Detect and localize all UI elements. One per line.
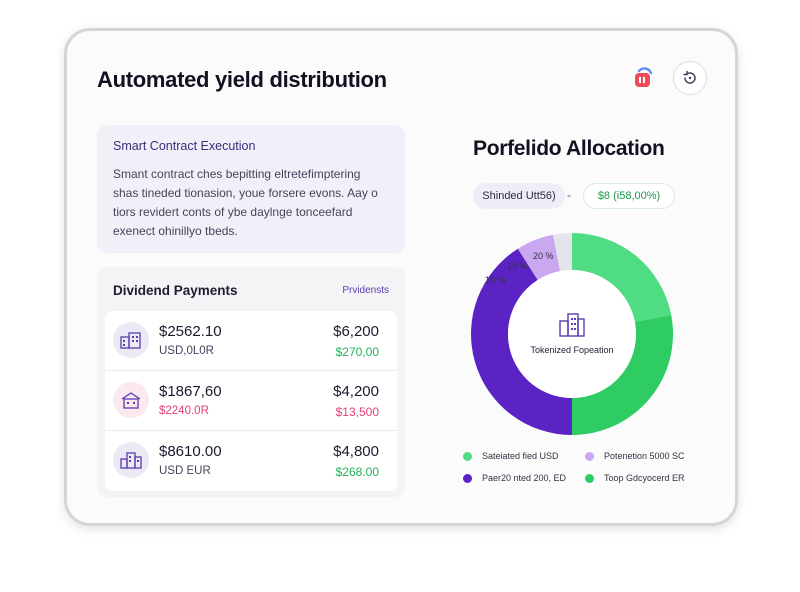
dividend-list: $2562.10 USD,0L0R $6,200 $270,00 $1867,6…	[105, 311, 397, 491]
execution-line: shas tineded tionasion, youe forsere evo…	[113, 186, 378, 200]
donut-slice-5[interactable]	[553, 233, 572, 272]
donut-slice-4[interactable]	[517, 234, 561, 280]
slice-label: 19 %	[507, 261, 528, 271]
slice-label: 10 %	[485, 275, 506, 285]
legend-dot	[585, 451, 594, 461]
app-badge-icon[interactable]	[633, 67, 655, 89]
dividend-amount: $2562.10	[159, 323, 222, 340]
execution-title: Smart Contract Execution	[113, 139, 256, 153]
donut-slice-3[interactable]	[471, 248, 572, 435]
execution-line: exenect ohinillyo tbeds.	[113, 224, 238, 238]
dividend-currency: $2240.0R	[159, 405, 209, 417]
dividend-value: $4,800	[333, 443, 379, 460]
legend-item: Sateiated fied USD	[463, 451, 559, 461]
donut-slice-1[interactable]	[572, 233, 672, 323]
dividend-title: Dividend Payments	[113, 283, 238, 298]
legend-label: Paer20 nted 200, ED	[482, 473, 567, 483]
refresh-button[interactable]	[673, 61, 707, 95]
house-icon	[113, 382, 149, 418]
allocation-value-pill[interactable]: $8 (i58,00%)	[583, 183, 675, 209]
legend-dot	[463, 473, 472, 483]
dividend-value: $4,200	[333, 383, 379, 400]
city-icon	[113, 442, 149, 478]
legend-item: Paer20 nted 200, ED	[463, 473, 566, 483]
legend-item: Toop Gdcyocerd ER	[585, 473, 685, 483]
dividend-row[interactable]: $2562.10 USD,0L0R $6,200 $270,00	[105, 311, 397, 371]
legend-dot	[585, 473, 594, 483]
execution-description: Smant contract ches bepitting eltretefim…	[113, 165, 389, 241]
legend-dot	[463, 451, 472, 461]
building-icon	[559, 313, 585, 337]
building-icon	[113, 322, 149, 358]
dividend-currency: USD,0L0R	[159, 345, 214, 357]
donut-slice-2[interactable]	[572, 315, 673, 435]
dividend-amount: $8610.00	[159, 443, 222, 460]
dividend-link[interactable]: Prvidensts	[342, 285, 389, 296]
page-title: Automated yield distribution	[97, 67, 387, 92]
allocation-title: Porfelido Allocation	[473, 137, 665, 160]
dividend-delta: $268.00	[335, 465, 379, 479]
dividend-currency: USD EUR	[159, 465, 211, 477]
slice-label: 20 %	[533, 251, 554, 261]
dividend-panel: Dividend Payments Prvidensts $2562.10 US…	[97, 267, 405, 497]
legend-label: Sateiated fied USD	[482, 451, 559, 461]
dividend-row[interactable]: $1867,60 $2240.0R $4,200 $13,500	[105, 371, 397, 431]
legend-item: Potenetion 5000 SC	[585, 451, 685, 461]
allocation-donut-chart: 20 % 19 % 10 % Tokenized Fopeation	[465, 227, 685, 447]
execution-line: Smant contract ches bepitting eltretefim…	[113, 167, 361, 181]
dividend-amount: $1867,60	[159, 383, 222, 400]
dividend-value: $6,200	[333, 323, 379, 340]
execution-line: tiors revidert conts of ybe daylnge tonc…	[113, 205, 353, 219]
refresh-search-icon	[683, 70, 696, 84]
donut-center-label: Tokenized Fopeation	[530, 345, 614, 355]
execution-panel: Smart Contract Execution Smant contract …	[97, 125, 405, 253]
legend-label: Potenetion 5000 SC	[604, 451, 685, 461]
dividend-delta: $13,500	[335, 405, 379, 419]
dividend-row[interactable]: $8610.00 USD EUR $4,800 $268.00	[105, 431, 397, 491]
pill-separator: -	[567, 188, 571, 202]
main-card: Automated yield distribution Smart Contr…	[64, 28, 738, 526]
allocation-filter-pill[interactable]: Shinded Utt56)	[473, 183, 565, 209]
dividend-delta: $270,00	[335, 345, 379, 359]
legend-label: Toop Gdcyocerd ER	[604, 473, 685, 483]
donut-hole	[508, 270, 636, 398]
